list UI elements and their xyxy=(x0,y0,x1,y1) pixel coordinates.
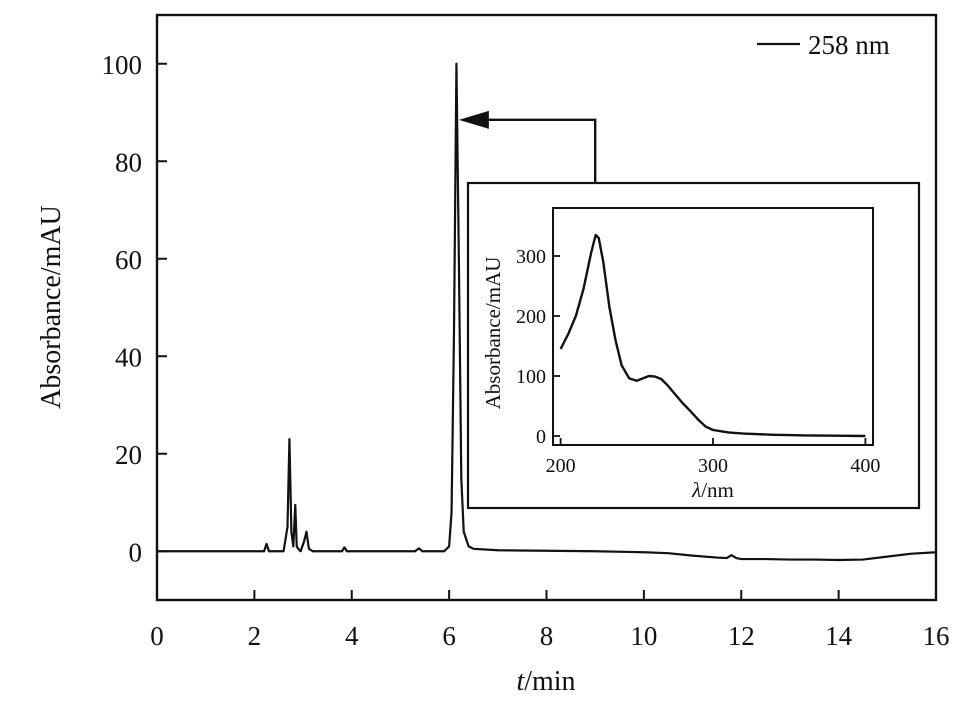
inset-y-tick-label-3: 300 xyxy=(516,246,546,268)
legend-label-258nm: 258 nm xyxy=(808,30,890,60)
main-axis-ticks: 0 2 4 6 8 10 12 14 16 0 20 40 60 80 100 xyxy=(102,50,950,651)
inset-axis-ticks: 200 300 400 0 100 200 300 xyxy=(516,246,880,477)
inset-x-tick-label-0: 200 xyxy=(546,455,576,477)
inset-outer-frame xyxy=(466,181,921,510)
inset-x-tick-label-1: 300 xyxy=(698,455,728,477)
main-x-tick-label-7: 14 xyxy=(825,621,853,651)
main-y-tick-label-4: 80 xyxy=(115,147,142,177)
inset-x-axis-label: λ/nm xyxy=(691,478,734,502)
main-x-tick-label-1: 2 xyxy=(248,621,262,651)
inset-y-tick-label-0: 0 xyxy=(536,426,546,448)
main-x-tick-label-2: 4 xyxy=(345,621,359,651)
inset-y-axis-label: Absorbance/mAU xyxy=(481,257,505,410)
inset-x-tick-label-2: 400 xyxy=(850,455,880,477)
arrow-connector xyxy=(484,118,597,196)
peak-annotation-arrow xyxy=(458,110,597,196)
inset-y-tick-label-2: 200 xyxy=(516,306,546,328)
main-y-tick-label-2: 40 xyxy=(115,342,142,372)
main-x-tick-label-0: 0 xyxy=(150,621,164,651)
main-y-tick-label-5: 100 xyxy=(102,50,143,80)
main-x-tick-label-6: 12 xyxy=(728,621,755,651)
inset-spectrum-line xyxy=(559,233,866,438)
inset-y-tick-label-1: 100 xyxy=(516,366,546,388)
main-x-tick-label-5: 10 xyxy=(630,621,657,651)
main-y-tick-label-0: 0 xyxy=(129,537,143,567)
arrow-head xyxy=(458,110,489,129)
main-x-tick-label-4: 8 xyxy=(540,621,554,651)
series-line-258nm xyxy=(157,62,937,562)
legend: 258 nm xyxy=(757,30,890,60)
main-x-tick-label-3: 6 xyxy=(442,621,456,651)
main-y-tick-label-1: 20 xyxy=(115,440,142,470)
main-x-axis-label: t/min xyxy=(516,666,575,697)
main-x-tick-label-8: 16 xyxy=(923,621,950,651)
main-y-axis-label: Absorbance/mAU xyxy=(36,205,67,409)
main-y-tick-label-3: 60 xyxy=(115,245,142,275)
